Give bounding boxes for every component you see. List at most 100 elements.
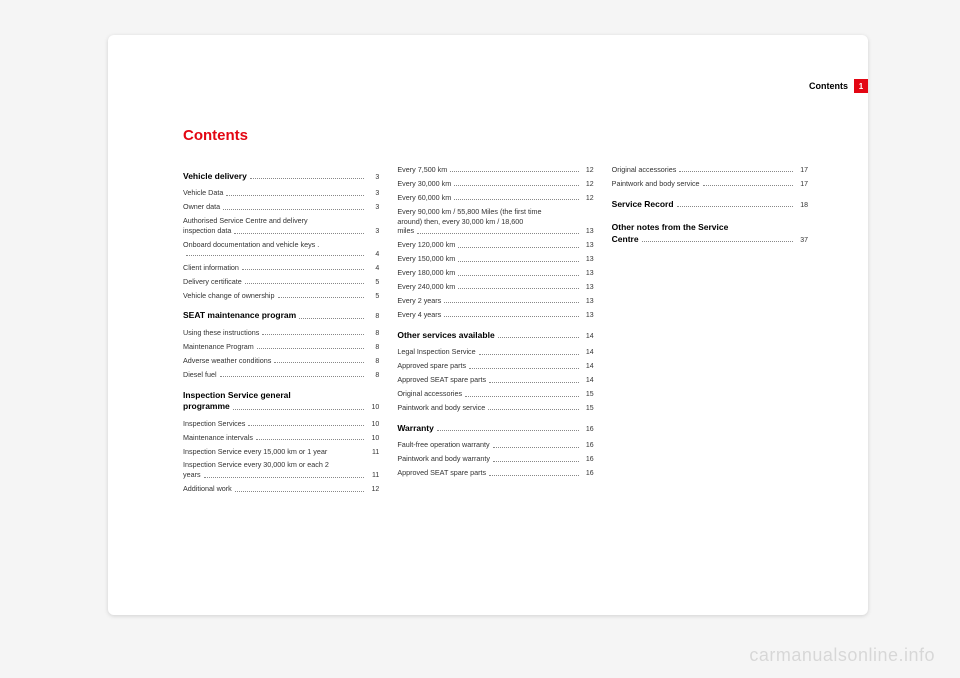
toc-entry-label: Every 2 years bbox=[397, 296, 441, 306]
toc-entry-label: years bbox=[183, 470, 201, 480]
toc-entry-label: Maintenance Program bbox=[183, 342, 254, 352]
toc-entry-page: 4 bbox=[367, 250, 379, 259]
toc-entry-page: 37 bbox=[796, 236, 808, 245]
toc-entry: Approved spare parts14 bbox=[397, 361, 593, 371]
toc-entry: Warranty 16 bbox=[397, 423, 593, 434]
leader-dots bbox=[204, 477, 365, 478]
toc-entry: Every 150,000 km13 bbox=[397, 254, 593, 264]
toc-entry-label: programme bbox=[183, 401, 230, 412]
toc-entry: Approved SEAT spare parts14 bbox=[397, 375, 593, 385]
toc-entry-page: 14 bbox=[582, 332, 594, 341]
toc-entry-label: Diesel fuel bbox=[183, 370, 217, 380]
leader-dots bbox=[489, 382, 579, 383]
toc-entry-label: Approved SEAT spare parts bbox=[397, 375, 486, 385]
toc-entry: Maintenance Program8 bbox=[183, 342, 379, 352]
toc-columns: Vehicle delivery3Vehicle Data3Owner data… bbox=[183, 165, 808, 498]
toc-entry-label: Vehicle delivery bbox=[183, 171, 247, 182]
leader-dots bbox=[299, 318, 364, 319]
leader-dots bbox=[454, 185, 578, 186]
toc-entry-page: 8 bbox=[367, 329, 379, 338]
toc-entry-page: 8 bbox=[367, 371, 379, 380]
toc-entry-page: 12 bbox=[582, 180, 594, 189]
toc-entry: Approved SEAT spare parts16 bbox=[397, 468, 593, 478]
leader-dots bbox=[458, 288, 578, 289]
toc-entry-page: 13 bbox=[582, 227, 594, 236]
leader-dots bbox=[186, 255, 364, 256]
toc-entry-label: Every 7,500 km bbox=[397, 165, 447, 175]
leader-dots bbox=[450, 171, 578, 172]
leader-dots bbox=[465, 396, 579, 397]
toc-entry-page: 13 bbox=[582, 255, 594, 264]
toc-entry-label: Legal Inspection Service bbox=[397, 347, 475, 357]
toc-entry-page: 5 bbox=[367, 278, 379, 287]
toc-entry-label: Adverse weather conditions bbox=[183, 356, 271, 366]
toc-entry: Using these instructions 8 bbox=[183, 328, 379, 338]
toc-entry: Vehicle change of ownership5 bbox=[183, 291, 379, 301]
toc-entry: Vehicle Data3 bbox=[183, 188, 379, 198]
leader-dots bbox=[642, 241, 793, 242]
toc-entry-page: 17 bbox=[796, 166, 808, 175]
toc-entry: Legal Inspection Service14 bbox=[397, 347, 593, 357]
leader-dots bbox=[444, 316, 578, 317]
toc-entry-label: Warranty bbox=[397, 423, 434, 434]
toc-entry-label: Inspection Service every 30,000 km or ea… bbox=[183, 460, 379, 470]
leader-dots bbox=[469, 368, 579, 369]
header-section-label: Contents bbox=[809, 81, 848, 91]
toc-entry-label: Fault-free operation warranty bbox=[397, 440, 489, 450]
toc-entry-page: 16 bbox=[582, 425, 594, 434]
toc-entry: Every 240,000 km13 bbox=[397, 282, 593, 292]
toc-entry-page: 8 bbox=[367, 312, 379, 321]
toc-entry-page: 12 bbox=[582, 194, 594, 203]
toc-entry: Client information4 bbox=[183, 263, 379, 273]
document-page: Contents 1 Contents Vehicle delivery3Veh… bbox=[108, 35, 868, 615]
toc-entry: Every 180,000 km13 bbox=[397, 268, 593, 278]
toc-column: Every 7,500 km12Every 30,000 km12Every 6… bbox=[397, 165, 593, 498]
leader-dots bbox=[220, 376, 365, 377]
leader-dots bbox=[703, 185, 793, 186]
toc-entry-label: Other notes from the Service bbox=[612, 222, 808, 233]
toc-entry: Onboard documentation and vehicle keys .… bbox=[183, 240, 379, 259]
leader-dots bbox=[233, 409, 365, 410]
toc-entry-page: 10 bbox=[367, 403, 379, 412]
leader-dots bbox=[458, 275, 578, 276]
toc-entry: Paintwork and body service15 bbox=[397, 403, 593, 413]
leader-dots bbox=[257, 348, 365, 349]
toc-entry-page: 17 bbox=[796, 180, 808, 189]
toc-entry-label: Every 240,000 km bbox=[397, 282, 455, 292]
toc-entry-page: 8 bbox=[367, 357, 379, 366]
toc-entry-label: around) then, every 30,000 km / 18,600 bbox=[397, 217, 593, 227]
leader-dots bbox=[278, 297, 365, 298]
toc-column: Vehicle delivery3Vehicle Data3Owner data… bbox=[183, 165, 379, 498]
toc-entry: Inspection Service every 15,000 km or 1 … bbox=[183, 447, 379, 457]
toc-entry: Paintwork and body warranty16 bbox=[397, 454, 593, 464]
toc-entry-page: 3 bbox=[367, 173, 379, 182]
toc-entry-label: Other services available bbox=[397, 330, 494, 341]
toc-entry-label: SEAT maintenance program bbox=[183, 310, 296, 321]
toc-entry: Every 120,000 km13 bbox=[397, 240, 593, 250]
toc-entry: Vehicle delivery 3 bbox=[183, 171, 379, 182]
toc-entry: Inspection Services10 bbox=[183, 419, 379, 429]
header: Contents 1 bbox=[809, 79, 868, 93]
leader-dots bbox=[489, 475, 579, 476]
toc-entry-label: Vehicle Data bbox=[183, 188, 223, 198]
toc-entry: Delivery certificate5 bbox=[183, 277, 379, 287]
toc-entry: Diesel fuel 8 bbox=[183, 370, 379, 380]
toc-entry: Every 7,500 km12 bbox=[397, 165, 593, 175]
toc-entry-label: Original accessories bbox=[612, 165, 677, 175]
toc-entry-label: Using these instructions bbox=[183, 328, 259, 338]
toc-entry: Inspection Service generalprogramme10 bbox=[183, 390, 379, 413]
toc-entry-page: 15 bbox=[582, 390, 594, 399]
toc-entry-label: Every 4 years bbox=[397, 310, 441, 320]
leader-dots bbox=[437, 430, 579, 431]
toc-entry-label: Maintenance intervals bbox=[183, 433, 253, 443]
leader-dots bbox=[493, 447, 579, 448]
toc-entry: SEAT maintenance program 8 bbox=[183, 310, 379, 321]
toc-entry: Fault-free operation warranty16 bbox=[397, 440, 593, 450]
toc-entry-page: 18 bbox=[796, 201, 808, 210]
watermark: carmanualsonline.info bbox=[749, 645, 935, 666]
toc-entry-page: 3 bbox=[367, 227, 379, 236]
leader-dots bbox=[493, 461, 579, 462]
toc-entry-label: Every 60,000 km bbox=[397, 193, 451, 203]
leader-dots bbox=[444, 302, 578, 303]
leader-dots bbox=[256, 439, 364, 440]
